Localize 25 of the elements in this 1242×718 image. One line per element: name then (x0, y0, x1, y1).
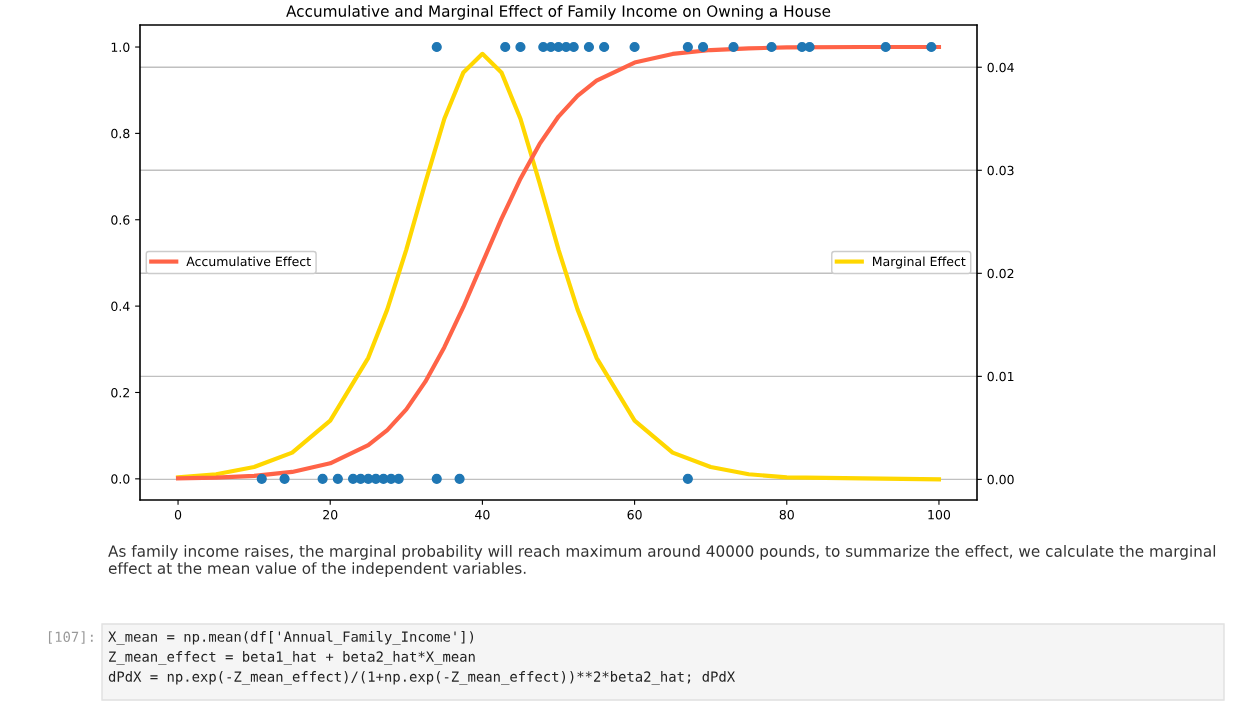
text: Z_mean_effect = beta1_hat + beta2_hat*X_mean (109, 651, 475, 665)
y-tick-label: 1.0 (111, 42, 130, 52)
y2-tick-label: 0.02 (987, 268, 1014, 279)
x-tick-label: 40 (475, 509, 490, 520)
chart-title: Accumulative and Marginal Effect of Family Income on Owning a House (286, 5, 831, 20)
y2-tick-label: 0.00 (987, 474, 1014, 485)
legend-label: Accumulative Effect (186, 256, 311, 267)
y-tick-label: 0.2 (111, 387, 130, 398)
y2-tick-label: 0.03 (987, 165, 1014, 176)
y-tick-label: 0.0 (111, 474, 130, 484)
x-tick-label: 60 (627, 509, 642, 520)
text: X_mean = np.mean(df['Annual_Family_Income']) (108, 631, 474, 645)
text: dPdX = np.exp(-Z_mean_effect)/(1+np.exp(-Z_mean_effect))**2*beta2_hat; dPdX (108, 671, 736, 685)
y-tick-label: 0.4 (111, 301, 130, 312)
y-tick-label: 0.6 (111, 215, 130, 225)
y2-tick-label: 0.01 (987, 371, 1014, 382)
x-tick-label: 80 (779, 509, 794, 520)
x-tick-label: 100 (928, 509, 951, 520)
y-tick-label: 0.8 (111, 128, 130, 139)
x-tick-label: 20 (323, 509, 338, 520)
text: As family income raises, the marginal probability will reach maximum around 40000 pounds, to summarize the effect, we calculate the marginal effect at the mean value of the independent variables. (108, 545, 1216, 577)
y2-tick-label: 0.04 (987, 62, 1014, 73)
text: [107]: (48, 631, 93, 644)
legend-label: Marginal Effect (873, 256, 966, 269)
x-tick-label: 0 (174, 509, 182, 520)
